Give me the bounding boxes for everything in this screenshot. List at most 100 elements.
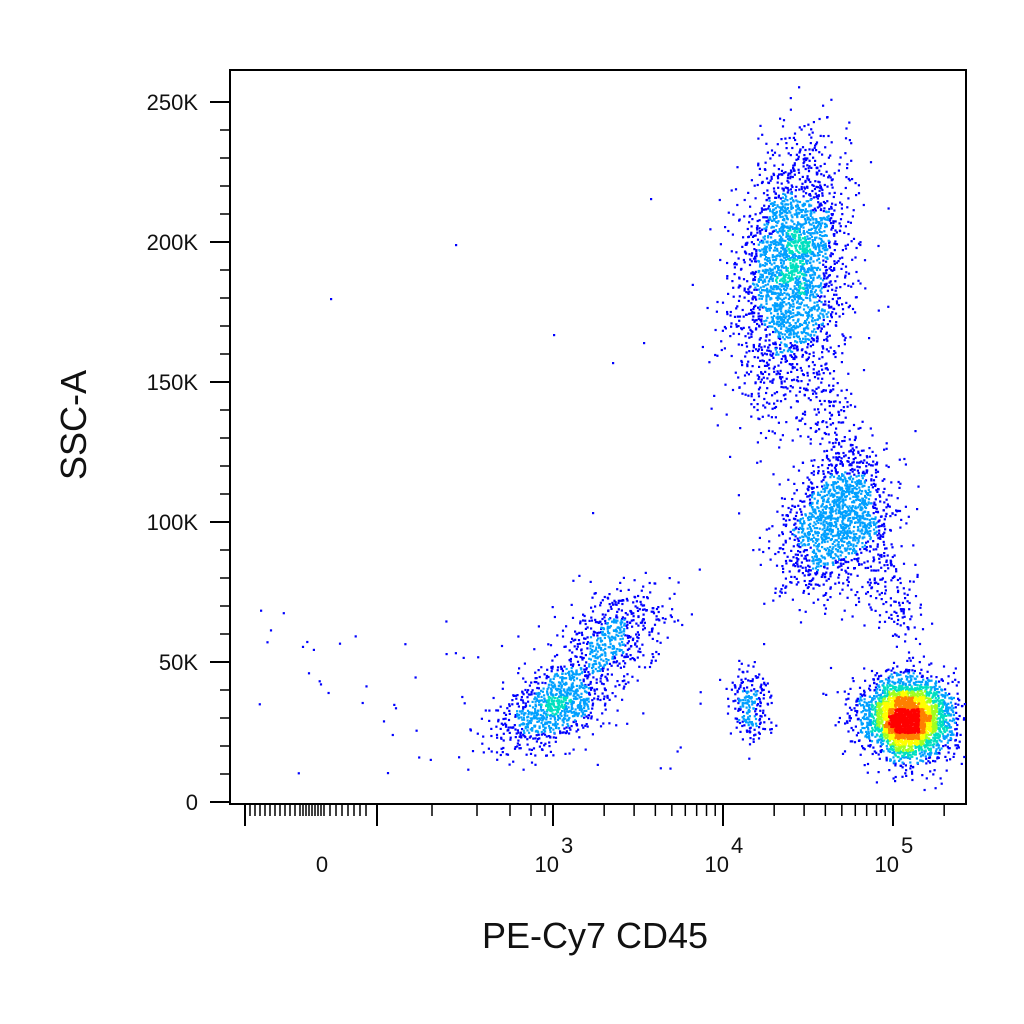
data-point xyxy=(624,682,627,685)
data-point xyxy=(872,678,875,681)
data-point xyxy=(822,692,825,695)
data-point xyxy=(612,653,615,656)
data-point xyxy=(767,363,770,367)
data-point xyxy=(605,662,608,665)
data-point xyxy=(840,618,844,621)
data-point xyxy=(788,559,791,562)
data-point xyxy=(602,649,605,652)
data-point xyxy=(768,321,771,324)
data-point xyxy=(770,701,773,705)
data-point xyxy=(787,348,790,351)
data-point xyxy=(787,314,790,318)
data-point xyxy=(616,588,619,591)
data-point xyxy=(611,692,614,695)
data-point xyxy=(836,480,839,483)
data-point xyxy=(868,737,871,740)
data-point xyxy=(632,637,635,640)
data-point xyxy=(800,527,803,530)
data-point xyxy=(816,485,819,489)
data-point xyxy=(755,319,758,322)
data-point xyxy=(508,704,511,708)
data-point xyxy=(615,614,618,617)
data-point xyxy=(578,708,581,711)
data-point xyxy=(775,224,778,227)
data-point xyxy=(769,241,772,244)
data-point xyxy=(818,542,821,546)
data-point xyxy=(870,474,873,477)
data-point xyxy=(506,753,510,756)
data-point xyxy=(738,659,741,662)
data-point xyxy=(549,678,552,681)
data-point xyxy=(834,351,837,354)
data-point xyxy=(631,657,634,660)
data-point xyxy=(853,535,856,538)
data-point xyxy=(839,562,842,565)
data-point xyxy=(589,686,592,690)
data-point xyxy=(843,436,846,439)
data-point xyxy=(785,195,788,198)
data-point xyxy=(876,534,879,537)
data-point xyxy=(932,759,935,763)
data-point xyxy=(535,740,538,743)
data-point xyxy=(802,162,805,165)
data-point xyxy=(566,722,569,726)
data-point xyxy=(757,388,761,391)
data-point xyxy=(815,195,818,199)
data-point xyxy=(823,230,826,233)
data-point xyxy=(614,685,617,688)
data-point xyxy=(575,669,578,672)
data-point xyxy=(747,312,751,315)
data-point xyxy=(742,699,745,702)
data-point xyxy=(816,206,819,209)
data-point xyxy=(816,539,819,543)
data-point xyxy=(772,172,775,175)
data-point xyxy=(787,172,790,175)
data-point xyxy=(593,697,596,700)
data-point xyxy=(774,328,777,331)
data-point xyxy=(650,610,653,613)
data-point xyxy=(561,724,564,727)
data-point xyxy=(827,300,831,303)
data-point xyxy=(543,744,546,747)
data-point xyxy=(822,240,825,243)
data-point xyxy=(806,175,809,178)
data-point xyxy=(792,357,795,360)
data-point xyxy=(536,730,539,733)
data-point xyxy=(592,634,595,637)
data-point xyxy=(820,403,823,406)
data-point xyxy=(730,325,733,328)
data-point xyxy=(641,604,644,607)
data-point xyxy=(906,600,909,603)
data-point xyxy=(585,698,588,701)
data-point xyxy=(583,668,586,671)
data-point xyxy=(841,308,845,311)
data-point xyxy=(766,309,769,312)
data-point xyxy=(788,317,791,320)
data-point xyxy=(591,733,594,736)
data-point xyxy=(739,705,742,708)
data-point xyxy=(584,700,587,703)
data-point xyxy=(878,536,881,539)
data-point xyxy=(570,674,574,677)
data-point xyxy=(848,450,851,453)
data-point xyxy=(916,675,919,678)
data-point xyxy=(554,722,557,725)
data-point xyxy=(823,431,826,435)
data-point xyxy=(896,497,899,500)
data-point xyxy=(619,628,622,631)
data-point xyxy=(807,365,811,368)
data-point xyxy=(807,356,810,359)
data-point xyxy=(899,608,902,611)
data-point xyxy=(822,318,825,322)
data-point xyxy=(768,325,771,328)
data-point xyxy=(825,218,828,221)
data-point xyxy=(794,340,797,343)
data-point xyxy=(726,313,729,316)
data-point xyxy=(757,243,760,246)
data-point xyxy=(637,633,640,636)
data-point xyxy=(514,694,518,697)
data-point xyxy=(775,216,778,219)
data-point xyxy=(775,724,778,727)
data-point xyxy=(849,450,852,453)
data-point xyxy=(851,451,854,454)
